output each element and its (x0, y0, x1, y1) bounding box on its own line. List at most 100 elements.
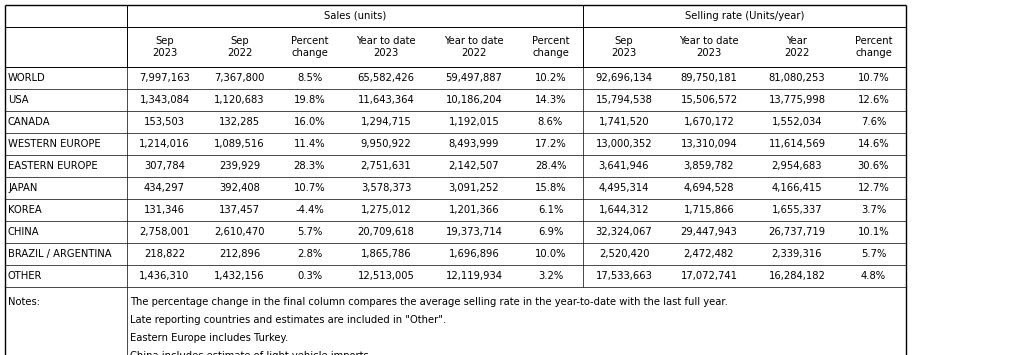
Text: 4,694,528: 4,694,528 (684, 183, 734, 193)
Text: 14.6%: 14.6% (858, 139, 889, 149)
Text: 15.8%: 15.8% (535, 183, 566, 193)
Text: Eastern Europe includes Turkey.: Eastern Europe includes Turkey. (130, 333, 288, 343)
Text: 13,000,352: 13,000,352 (596, 139, 652, 149)
Text: WORLD: WORLD (8, 73, 46, 83)
Text: Year to date
2023: Year to date 2023 (679, 36, 738, 58)
Text: 11.4%: 11.4% (294, 139, 326, 149)
Text: Year to date
2023: Year to date 2023 (356, 36, 416, 58)
Text: 20,709,618: 20,709,618 (357, 227, 415, 237)
Text: 2,339,316: 2,339,316 (772, 249, 822, 259)
Text: 8.5%: 8.5% (297, 73, 323, 83)
Text: 59,497,887: 59,497,887 (445, 73, 503, 83)
Text: 81,080,253: 81,080,253 (769, 73, 825, 83)
Text: 131,346: 131,346 (144, 205, 185, 215)
Text: -4.4%: -4.4% (295, 205, 324, 215)
Text: CANADA: CANADA (8, 117, 50, 127)
Text: 7,367,800: 7,367,800 (214, 73, 264, 83)
Text: 4,495,314: 4,495,314 (599, 183, 649, 193)
Text: 11,643,364: 11,643,364 (357, 95, 415, 105)
Text: WESTERN EUROPE: WESTERN EUROPE (8, 139, 100, 149)
Text: 7,997,163: 7,997,163 (139, 73, 189, 83)
Text: 2.8%: 2.8% (297, 249, 323, 259)
Text: 1,655,337: 1,655,337 (772, 205, 822, 215)
Text: 13,775,998: 13,775,998 (768, 95, 825, 105)
Text: 1,552,034: 1,552,034 (772, 117, 822, 127)
Text: 2,610,470: 2,610,470 (214, 227, 265, 237)
Text: 434,297: 434,297 (144, 183, 185, 193)
Text: 2,472,482: 2,472,482 (684, 249, 734, 259)
Text: 239,929: 239,929 (219, 161, 260, 171)
Text: Sep
2023: Sep 2023 (152, 36, 177, 58)
Text: 6.9%: 6.9% (538, 227, 563, 237)
Text: 392,408: 392,408 (219, 183, 260, 193)
Text: 6.1%: 6.1% (538, 205, 563, 215)
Text: 12.7%: 12.7% (858, 183, 890, 193)
Text: Late reporting countries and estimates are included in "Other".: Late reporting countries and estimates a… (130, 315, 446, 325)
Text: 14.3%: 14.3% (535, 95, 566, 105)
Text: Percent
change: Percent change (531, 36, 569, 58)
Text: 15,506,572: 15,506,572 (680, 95, 737, 105)
Text: 132,285: 132,285 (219, 117, 260, 127)
Text: 1,670,172: 1,670,172 (684, 117, 734, 127)
Text: 4.8%: 4.8% (861, 271, 886, 281)
Text: 32,324,067: 32,324,067 (596, 227, 652, 237)
Text: Sep
2022: Sep 2022 (226, 36, 252, 58)
Text: 218,822: 218,822 (144, 249, 185, 259)
Text: 3,091,252: 3,091,252 (449, 183, 500, 193)
Text: OTHER: OTHER (8, 271, 42, 281)
Text: 1,120,683: 1,120,683 (214, 95, 265, 105)
Text: 17,072,741: 17,072,741 (681, 271, 737, 281)
Text: China includes estimate of light vehicle imports.: China includes estimate of light vehicle… (130, 351, 372, 355)
Text: 1,715,866: 1,715,866 (684, 205, 734, 215)
Text: 19.8%: 19.8% (294, 95, 326, 105)
Text: 1,275,012: 1,275,012 (360, 205, 412, 215)
Text: Year to date
2022: Year to date 2022 (444, 36, 504, 58)
Text: 10.7%: 10.7% (294, 183, 326, 193)
Text: 65,582,426: 65,582,426 (357, 73, 415, 83)
Text: 29,447,943: 29,447,943 (681, 227, 737, 237)
Text: 1,865,786: 1,865,786 (360, 249, 412, 259)
Text: The percentage change in the final column compares the average selling rate in t: The percentage change in the final colum… (130, 297, 728, 307)
Text: 307,784: 307,784 (144, 161, 185, 171)
Text: 153,503: 153,503 (144, 117, 185, 127)
Text: 1,214,016: 1,214,016 (139, 139, 189, 149)
Text: 92,696,134: 92,696,134 (596, 73, 652, 83)
Text: BRAZIL / ARGENTINA: BRAZIL / ARGENTINA (8, 249, 112, 259)
Text: 10.7%: 10.7% (858, 73, 889, 83)
Text: 11,614,569: 11,614,569 (768, 139, 825, 149)
Text: 13,310,094: 13,310,094 (681, 139, 737, 149)
Text: 2,758,001: 2,758,001 (139, 227, 189, 237)
Text: 2,520,420: 2,520,420 (599, 249, 649, 259)
Text: 28.3%: 28.3% (294, 161, 326, 171)
Text: 9,950,922: 9,950,922 (360, 139, 412, 149)
Text: 1,343,084: 1,343,084 (139, 95, 189, 105)
Text: Year
2022: Year 2022 (784, 36, 810, 58)
Text: 5.7%: 5.7% (861, 249, 886, 259)
Text: 30.6%: 30.6% (858, 161, 889, 171)
Text: Selling rate (Units/year): Selling rate (Units/year) (685, 11, 804, 21)
Text: 26,737,719: 26,737,719 (768, 227, 825, 237)
Text: 8.6%: 8.6% (538, 117, 563, 127)
Text: 3.7%: 3.7% (861, 205, 886, 215)
Text: 10,186,204: 10,186,204 (445, 95, 503, 105)
Text: 212,896: 212,896 (219, 249, 260, 259)
Text: 12,119,934: 12,119,934 (445, 271, 503, 281)
Text: 5.7%: 5.7% (297, 227, 323, 237)
Text: 2,954,683: 2,954,683 (772, 161, 822, 171)
Text: 1,436,310: 1,436,310 (139, 271, 189, 281)
Text: 2,751,631: 2,751,631 (360, 161, 412, 171)
Text: 4,166,415: 4,166,415 (772, 183, 822, 193)
Text: 1,294,715: 1,294,715 (360, 117, 412, 127)
Text: 17.2%: 17.2% (535, 139, 566, 149)
Text: 17,533,663: 17,533,663 (596, 271, 652, 281)
Text: 3,859,782: 3,859,782 (684, 161, 734, 171)
Text: Sep
2023: Sep 2023 (611, 36, 637, 58)
Text: 15,794,538: 15,794,538 (596, 95, 652, 105)
Text: 1,201,366: 1,201,366 (449, 205, 500, 215)
Text: CHINA: CHINA (8, 227, 40, 237)
Text: 12.6%: 12.6% (858, 95, 890, 105)
Text: Sales (units): Sales (units) (324, 11, 386, 21)
Text: 1,644,312: 1,644,312 (599, 205, 649, 215)
Text: USA: USA (8, 95, 29, 105)
Text: 1,696,896: 1,696,896 (449, 249, 500, 259)
